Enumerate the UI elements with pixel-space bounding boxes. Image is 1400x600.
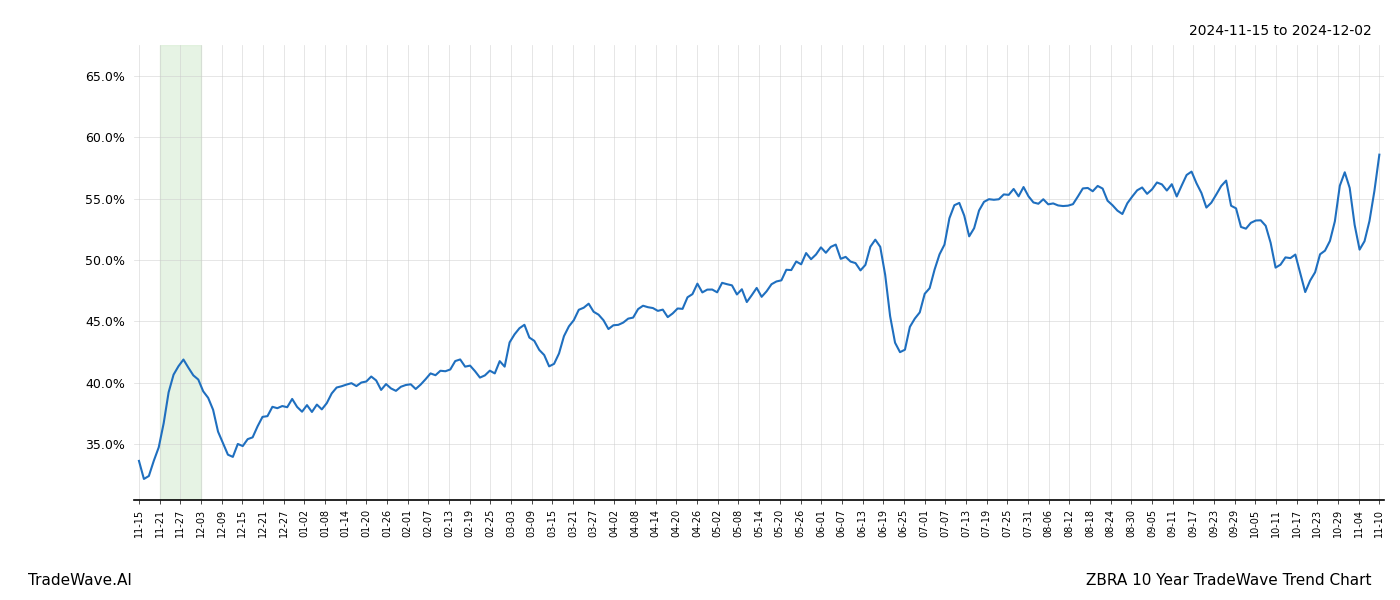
Text: ZBRA 10 Year TradeWave Trend Chart: ZBRA 10 Year TradeWave Trend Chart — [1086, 573, 1372, 588]
Text: TradeWave.AI: TradeWave.AI — [28, 573, 132, 588]
Bar — [160, 45, 202, 500]
Text: 2024-11-15 to 2024-12-02: 2024-11-15 to 2024-12-02 — [1189, 24, 1372, 38]
